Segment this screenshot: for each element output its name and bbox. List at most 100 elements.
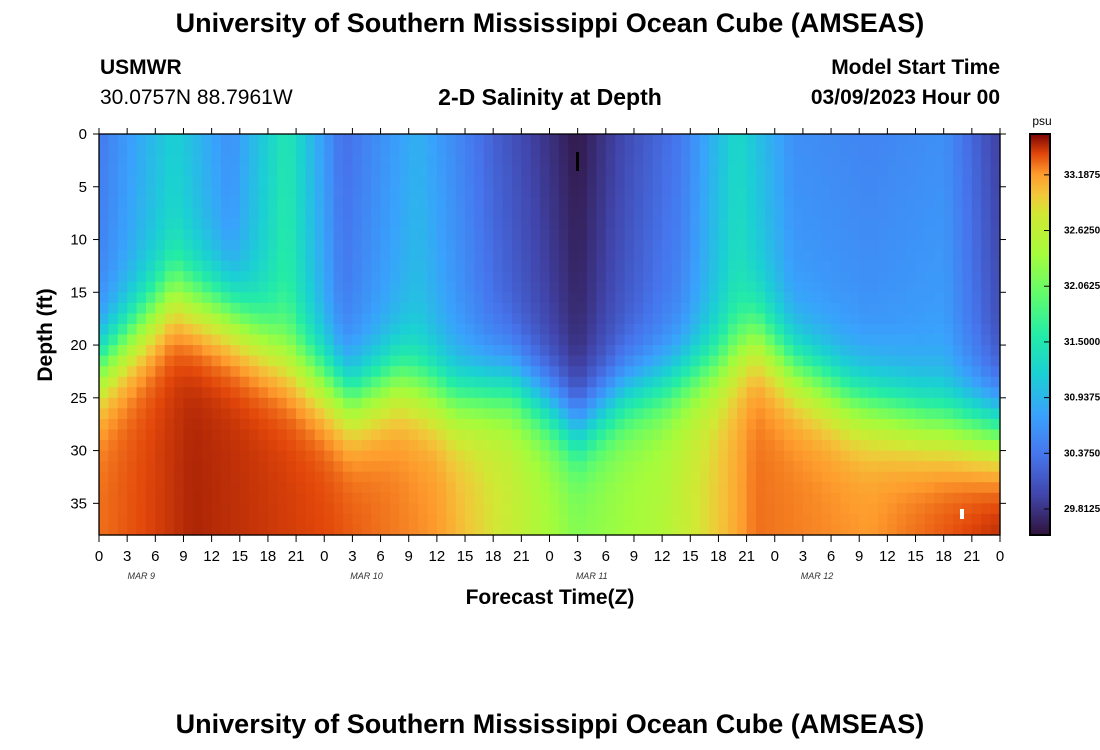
heatmap-cell — [343, 144, 354, 156]
heatmap-cell — [211, 228, 222, 241]
heatmap-cell — [868, 408, 879, 420]
heatmap-cell — [446, 482, 457, 494]
heatmap-cell — [981, 207, 992, 220]
heatmap-cell — [962, 524, 973, 536]
heatmap-cell — [568, 313, 579, 325]
heatmap-cell — [474, 429, 485, 441]
heatmap-cell — [699, 376, 710, 388]
heatmap-cell — [99, 366, 109, 378]
heatmap-cell — [455, 144, 466, 156]
heatmap-cell — [633, 239, 644, 251]
heatmap-cell — [887, 355, 898, 367]
heatmap-cell — [221, 228, 231, 241]
heatmap-cell — [192, 260, 203, 272]
heatmap-cell — [230, 513, 241, 526]
heatmap-cell — [859, 482, 870, 494]
heatmap-cell — [812, 503, 823, 515]
heatmap-cell — [896, 292, 907, 304]
heatmap-cell — [765, 292, 776, 304]
heatmap-cell — [859, 281, 870, 293]
heatmap-cell — [183, 155, 194, 167]
heatmap-cell — [540, 250, 551, 262]
heatmap-cell — [202, 397, 213, 409]
heatmap-cell — [521, 323, 532, 336]
heatmap-cell — [361, 239, 372, 251]
heatmap-cell — [624, 482, 635, 494]
heatmap-cell — [671, 450, 682, 462]
heatmap-cell — [990, 155, 1001, 167]
heatmap-cell — [859, 524, 870, 536]
heatmap-cell — [643, 260, 654, 272]
heatmap-cell — [680, 376, 691, 388]
heatmap-cell — [483, 176, 494, 188]
heatmap-cell — [943, 345, 954, 357]
heatmap-cell — [680, 492, 691, 504]
heatmap-cell — [953, 355, 964, 367]
heatmap-cell — [624, 503, 635, 515]
heatmap-cell — [258, 503, 269, 515]
heatmap-cell — [746, 503, 757, 515]
heatmap-cell — [990, 292, 1001, 304]
heatmap-cell — [333, 239, 344, 251]
heatmap-cell — [540, 260, 551, 272]
heatmap-cell — [896, 207, 907, 220]
heatmap-cell — [136, 302, 147, 314]
heatmap-cell — [371, 429, 382, 441]
heatmap-cell — [455, 355, 466, 367]
heatmap-cell — [680, 408, 691, 420]
heatmap-cell — [371, 492, 382, 504]
heatmap-cell — [587, 271, 598, 283]
heatmap-cell — [784, 492, 795, 504]
heatmap-cell — [511, 323, 522, 336]
heatmap-cell — [314, 387, 325, 399]
heatmap-cell — [164, 503, 175, 515]
heatmap-cell — [737, 144, 748, 156]
heatmap-cell — [455, 492, 466, 504]
heatmap-cell — [221, 134, 231, 146]
heatmap-cell — [174, 281, 185, 293]
heatmap-cell — [924, 250, 935, 262]
heatmap-cell — [962, 461, 973, 473]
heatmap-cell — [652, 144, 663, 156]
heatmap-cell — [737, 503, 748, 515]
heatmap-cell — [108, 197, 119, 209]
heatmap-cell — [671, 513, 682, 526]
heatmap-cell — [849, 176, 860, 188]
heatmap-cell — [605, 440, 616, 452]
heatmap-cell — [389, 418, 400, 431]
heatmap-cell — [324, 471, 335, 483]
heatmap-cell — [953, 418, 964, 431]
heatmap-cell — [465, 387, 476, 399]
heatmap-cell — [549, 461, 560, 473]
heatmap-cell — [943, 302, 954, 314]
heatmap-cell — [239, 503, 250, 515]
heatmap-cell — [718, 271, 729, 283]
heatmap-cell — [680, 313, 691, 325]
date-labels: MAR 9 MAR 10 MAR 11 MAR 12 — [127, 571, 833, 581]
heatmap-cell — [455, 418, 466, 431]
heatmap-cell — [230, 345, 241, 357]
heatmap-cell — [183, 302, 194, 314]
heatmap-cell — [99, 397, 109, 409]
heatmap-cell — [765, 239, 776, 251]
heatmap-cell — [136, 503, 147, 515]
heatmap-cell — [436, 281, 447, 293]
heatmap-cell — [793, 429, 804, 441]
heatmap-cell — [249, 461, 260, 473]
heatmap-cell — [577, 461, 588, 473]
heatmap-cell — [793, 239, 804, 251]
heatmap-cell — [136, 429, 147, 441]
heatmap-cell — [849, 313, 860, 325]
heatmap-cell — [746, 271, 757, 283]
heatmap-cell — [727, 482, 738, 494]
heatmap-cell — [662, 524, 673, 536]
heatmap-cell — [784, 165, 795, 177]
heatmap-cell — [511, 408, 522, 420]
heatmap-cell — [746, 134, 757, 146]
heatmap-cell — [690, 197, 701, 209]
heatmap-cell — [202, 239, 213, 251]
heatmap-cell — [305, 450, 316, 462]
heatmap-cell — [455, 260, 466, 272]
heatmap-cell — [821, 471, 832, 483]
heatmap-cell — [493, 155, 504, 167]
